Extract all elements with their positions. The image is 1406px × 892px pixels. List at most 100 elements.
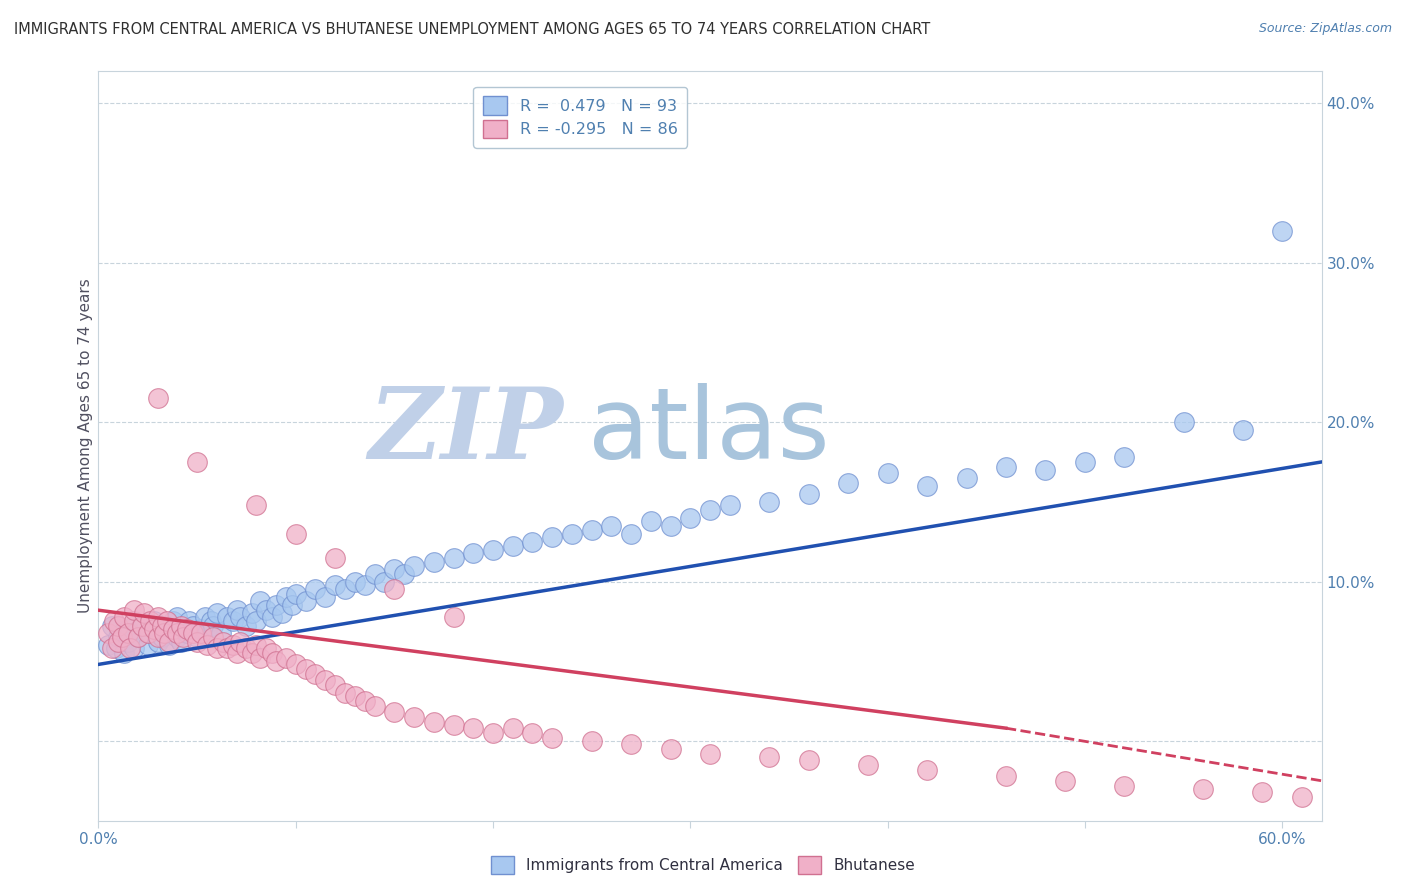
Point [482, 726, 505, 740]
Point [353, 577, 375, 591]
Point [105, 641, 128, 656]
Point [270, 607, 294, 621]
Point [111, 625, 134, 640]
Point [600, 518, 623, 533]
Point [159, 638, 181, 652]
Point [166, 609, 188, 624]
Point [443, 609, 465, 624]
Point [323, 550, 346, 565]
Point [156, 615, 179, 629]
Point [107, 630, 129, 644]
Point [718, 498, 741, 512]
Point [443, 550, 465, 565]
Point [620, 737, 643, 751]
Point [581, 734, 603, 748]
Point [225, 646, 247, 660]
Point [1173, 415, 1195, 429]
Point [194, 609, 217, 624]
Point [181, 625, 204, 640]
Point [142, 615, 165, 629]
Point [209, 625, 232, 640]
Point [1291, 789, 1313, 804]
Point [915, 763, 938, 777]
Point [107, 619, 129, 633]
Point [107, 635, 129, 649]
Point [181, 619, 204, 633]
Point [797, 753, 820, 767]
Point [117, 623, 139, 637]
Point [522, 534, 544, 549]
Point [229, 635, 252, 649]
Point [1035, 463, 1057, 477]
Point [284, 657, 307, 672]
Point [581, 524, 603, 538]
Point [333, 582, 356, 597]
Point [541, 530, 564, 544]
Point [240, 646, 263, 660]
Point [699, 747, 721, 761]
Point [363, 566, 385, 581]
Point [122, 641, 145, 656]
Point [254, 641, 277, 656]
Text: atlas: atlas [588, 383, 830, 480]
Point [382, 705, 405, 719]
Point [404, 710, 426, 724]
Point [112, 609, 135, 624]
Point [122, 615, 145, 629]
Point [172, 623, 194, 637]
Point [260, 646, 283, 660]
Point [659, 742, 682, 756]
Point [915, 479, 938, 493]
Point [138, 625, 160, 640]
Point [994, 769, 1017, 783]
Point [127, 630, 149, 644]
Point [205, 607, 228, 621]
Point [294, 593, 316, 607]
Point [150, 619, 173, 633]
Point [1114, 450, 1136, 465]
Point [176, 625, 198, 640]
Point [254, 603, 277, 617]
Point [245, 498, 267, 512]
Point [1074, 455, 1097, 469]
Point [162, 623, 184, 637]
Point [640, 514, 662, 528]
Point [856, 757, 879, 772]
Point [97, 625, 120, 640]
Point [994, 459, 1017, 474]
Legend: Immigrants from Central America, Bhutanese: Immigrants from Central America, Bhutane… [485, 850, 921, 880]
Point [343, 574, 366, 589]
Point [118, 625, 141, 640]
Point [392, 566, 416, 581]
Point [170, 635, 193, 649]
Point [281, 599, 304, 613]
Point [249, 593, 271, 607]
Point [176, 623, 198, 637]
Point [152, 619, 174, 633]
Point [156, 625, 179, 640]
Point [111, 630, 134, 644]
Point [284, 526, 307, 541]
Point [274, 591, 297, 605]
Point [103, 615, 125, 629]
Point [314, 673, 336, 688]
Point [146, 391, 169, 405]
Point [166, 630, 188, 644]
Point [758, 495, 780, 509]
Point [353, 694, 375, 708]
Point [245, 615, 267, 629]
Point [797, 487, 820, 501]
Point [221, 615, 243, 629]
Point [142, 623, 165, 637]
Point [1054, 773, 1077, 788]
Point [159, 635, 181, 649]
Point [404, 558, 426, 573]
Point [502, 540, 524, 554]
Point [284, 587, 307, 601]
Point [1271, 224, 1294, 238]
Point [162, 615, 184, 629]
Point [146, 630, 169, 644]
Point [561, 526, 583, 541]
Point [323, 577, 346, 591]
Point [146, 635, 169, 649]
